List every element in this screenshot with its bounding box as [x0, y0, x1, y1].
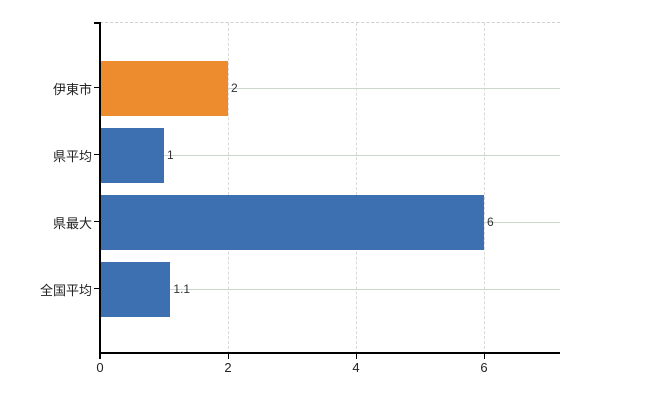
x-gridline	[356, 23, 357, 354]
plot-area: 2 1 6 1.1	[100, 22, 560, 354]
x-axis-tick	[228, 354, 229, 359]
x-axis-line	[100, 352, 560, 354]
category-gridline	[100, 88, 560, 89]
category-label: 全国平均	[39, 283, 92, 298]
y-axis-end-tick	[94, 22, 100, 24]
bar-全国平均	[100, 261, 171, 317]
value-label: 2	[231, 81, 238, 95]
category-label: 伊東市	[52, 82, 92, 97]
category-tick	[94, 154, 100, 155]
category-gridline	[100, 155, 560, 156]
category-tick	[94, 87, 100, 88]
x-tick-label: 4	[352, 360, 360, 375]
x-axis-tick	[100, 354, 101, 359]
category-gridline	[100, 289, 560, 290]
x-axis-tick	[484, 354, 485, 359]
bar-伊東市	[100, 60, 228, 116]
x-gridline	[484, 23, 485, 354]
category-label: 県平均	[52, 149, 92, 164]
x-axis-tick	[356, 354, 357, 359]
category-tick	[94, 221, 100, 222]
x-gridline	[228, 23, 229, 354]
value-label: 1.1	[173, 282, 191, 296]
category-tick	[94, 288, 100, 289]
x-tick-label: 2	[224, 360, 232, 375]
category-label: 県最大	[52, 216, 92, 231]
value-label: 1	[167, 148, 174, 162]
x-tick-label: 6	[480, 360, 488, 375]
x-tick-label: 0	[96, 360, 104, 375]
bar-県最大	[100, 194, 484, 250]
y-axis-line	[99, 22, 101, 359]
bar-県平均	[100, 127, 164, 183]
value-label: 6	[487, 215, 494, 229]
